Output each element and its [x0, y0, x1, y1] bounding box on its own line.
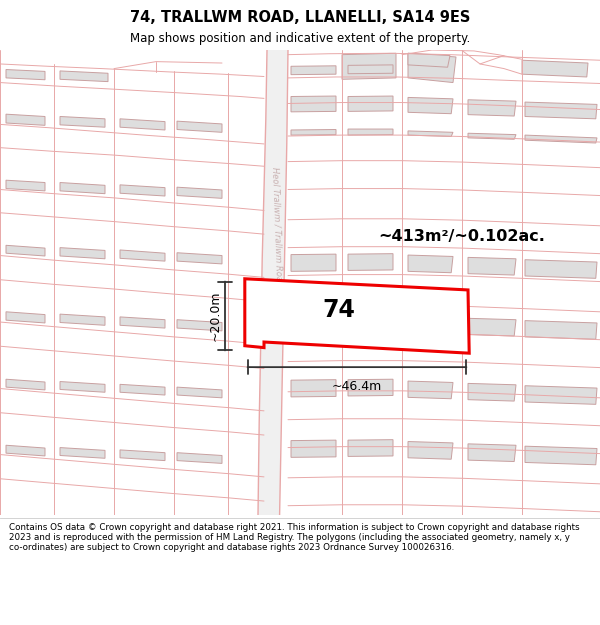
Polygon shape: [6, 180, 45, 191]
Polygon shape: [468, 258, 516, 275]
Polygon shape: [408, 53, 456, 82]
Polygon shape: [525, 135, 597, 143]
Polygon shape: [408, 255, 453, 272]
Polygon shape: [522, 60, 588, 77]
Polygon shape: [245, 279, 469, 353]
Polygon shape: [348, 65, 393, 74]
Polygon shape: [348, 379, 393, 396]
Text: ~413m²/~0.102ac.: ~413m²/~0.102ac.: [378, 229, 545, 244]
Polygon shape: [120, 119, 165, 130]
Polygon shape: [525, 102, 597, 119]
Polygon shape: [408, 441, 453, 459]
Polygon shape: [177, 187, 222, 198]
Polygon shape: [348, 254, 393, 271]
Polygon shape: [6, 114, 45, 126]
Polygon shape: [291, 314, 336, 331]
Polygon shape: [6, 312, 45, 323]
Polygon shape: [177, 452, 222, 463]
Polygon shape: [120, 317, 165, 328]
Polygon shape: [291, 96, 336, 112]
Polygon shape: [468, 383, 516, 401]
Polygon shape: [342, 53, 396, 79]
Polygon shape: [348, 439, 393, 456]
Polygon shape: [291, 66, 336, 74]
Polygon shape: [258, 50, 288, 515]
Polygon shape: [60, 248, 105, 259]
Polygon shape: [468, 444, 516, 461]
Polygon shape: [60, 116, 105, 128]
Polygon shape: [408, 98, 453, 114]
Polygon shape: [6, 379, 45, 390]
Polygon shape: [60, 448, 105, 458]
Polygon shape: [60, 314, 105, 325]
Polygon shape: [291, 254, 336, 271]
Polygon shape: [291, 379, 336, 397]
Polygon shape: [120, 384, 165, 395]
Text: ~46.4m: ~46.4m: [332, 380, 382, 393]
Polygon shape: [468, 133, 516, 139]
Polygon shape: [468, 100, 516, 116]
Polygon shape: [6, 445, 45, 456]
Text: 74: 74: [323, 298, 355, 322]
Polygon shape: [348, 129, 393, 135]
Polygon shape: [120, 185, 165, 196]
Polygon shape: [525, 386, 597, 404]
Polygon shape: [525, 446, 597, 465]
Polygon shape: [291, 129, 336, 135]
Polygon shape: [408, 131, 453, 136]
Polygon shape: [408, 316, 453, 334]
Polygon shape: [120, 450, 165, 461]
Polygon shape: [348, 96, 393, 111]
Polygon shape: [60, 182, 105, 194]
Text: Contains OS data © Crown copyright and database right 2021. This information is : Contains OS data © Crown copyright and d…: [9, 522, 580, 552]
Text: 74, TRALLWM ROAD, LLANELLI, SA14 9ES: 74, TRALLWM ROAD, LLANELLI, SA14 9ES: [130, 10, 470, 25]
Polygon shape: [6, 245, 45, 256]
Polygon shape: [177, 387, 222, 398]
Polygon shape: [525, 260, 597, 278]
Polygon shape: [348, 314, 393, 331]
Polygon shape: [177, 320, 222, 331]
Polygon shape: [468, 318, 516, 336]
Polygon shape: [60, 71, 108, 82]
Polygon shape: [291, 440, 336, 458]
Text: Map shows position and indicative extent of the property.: Map shows position and indicative extent…: [130, 32, 470, 45]
Polygon shape: [60, 381, 105, 392]
Polygon shape: [120, 250, 165, 261]
Polygon shape: [408, 53, 450, 68]
Polygon shape: [525, 321, 597, 339]
Polygon shape: [408, 381, 453, 399]
Text: ~20.0m: ~20.0m: [209, 291, 222, 341]
Polygon shape: [177, 121, 222, 132]
Text: Heol Trallwm / Trallwm Road: Heol Trallwm / Trallwm Road: [271, 167, 284, 287]
Polygon shape: [177, 253, 222, 264]
Polygon shape: [6, 69, 45, 80]
